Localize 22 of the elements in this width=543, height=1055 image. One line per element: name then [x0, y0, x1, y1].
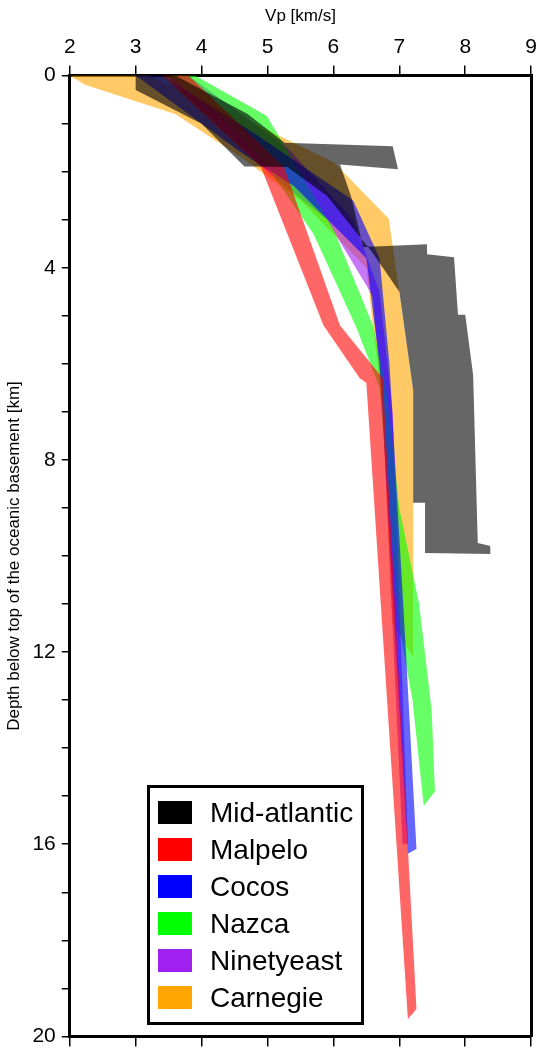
- y-tick-label: 16: [32, 831, 56, 855]
- y-tick-label: 20: [32, 1023, 56, 1047]
- legend-label: Carnegie: [210, 981, 324, 1015]
- y-tick-label: 12: [32, 638, 56, 662]
- y-tick-label: 0: [44, 62, 56, 86]
- legend-label: Nazca: [210, 907, 290, 941]
- x-tick-label: 5: [261, 33, 274, 57]
- y-tick-label: 4: [44, 254, 57, 278]
- x-tick-label: 6: [327, 33, 340, 57]
- x-tick-label: 4: [195, 33, 208, 57]
- x-tick-label: 8: [459, 33, 472, 57]
- y-tick-label: 8: [44, 446, 56, 470]
- legend-label: Ninetyeast: [210, 944, 343, 978]
- x-tick-label: 9: [525, 33, 537, 57]
- x-tick-label: 7: [393, 33, 406, 57]
- x-tick-label: 2: [63, 33, 76, 57]
- legend-label: Mid-atlantic: [210, 796, 354, 830]
- x-axis-title: Vp [km/s]: [265, 5, 336, 25]
- x-tick-label: 3: [129, 33, 142, 57]
- legend-label: Cocos: [210, 870, 290, 904]
- y-axis-title: Depth below top of the oceanic basement [km]: [3, 381, 23, 731]
- legend-label: Malpelo: [210, 833, 309, 867]
